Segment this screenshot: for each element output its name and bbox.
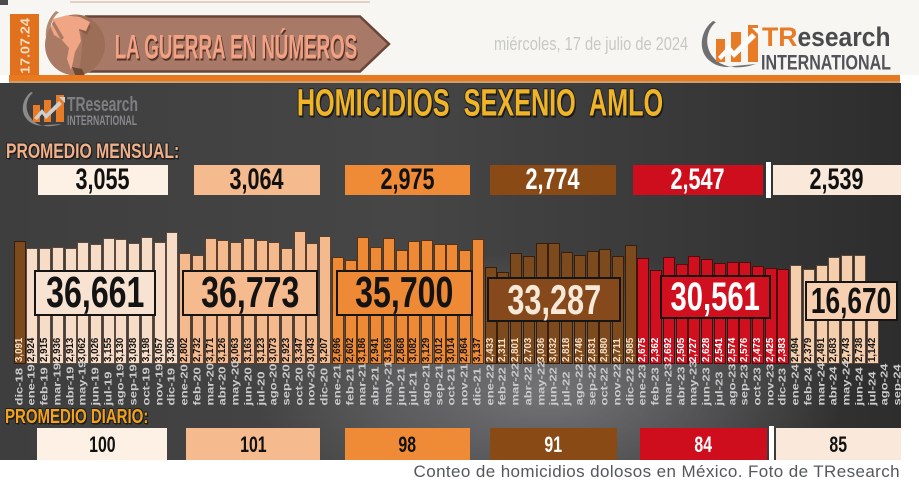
svg-text:INTERNATIONAL: INTERNATIONAL	[67, 113, 137, 128]
svg-text:INTERNATIONAL: INTERNATIONAL	[761, 51, 891, 74]
svg-text:TR: TR	[762, 22, 798, 52]
svg-text:TResearch: TResearch	[67, 94, 138, 116]
svg-text:esearch: esearch	[798, 22, 891, 52]
